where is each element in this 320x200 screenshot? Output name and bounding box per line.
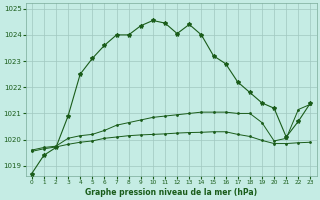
X-axis label: Graphe pression niveau de la mer (hPa): Graphe pression niveau de la mer (hPa) (85, 188, 257, 197)
